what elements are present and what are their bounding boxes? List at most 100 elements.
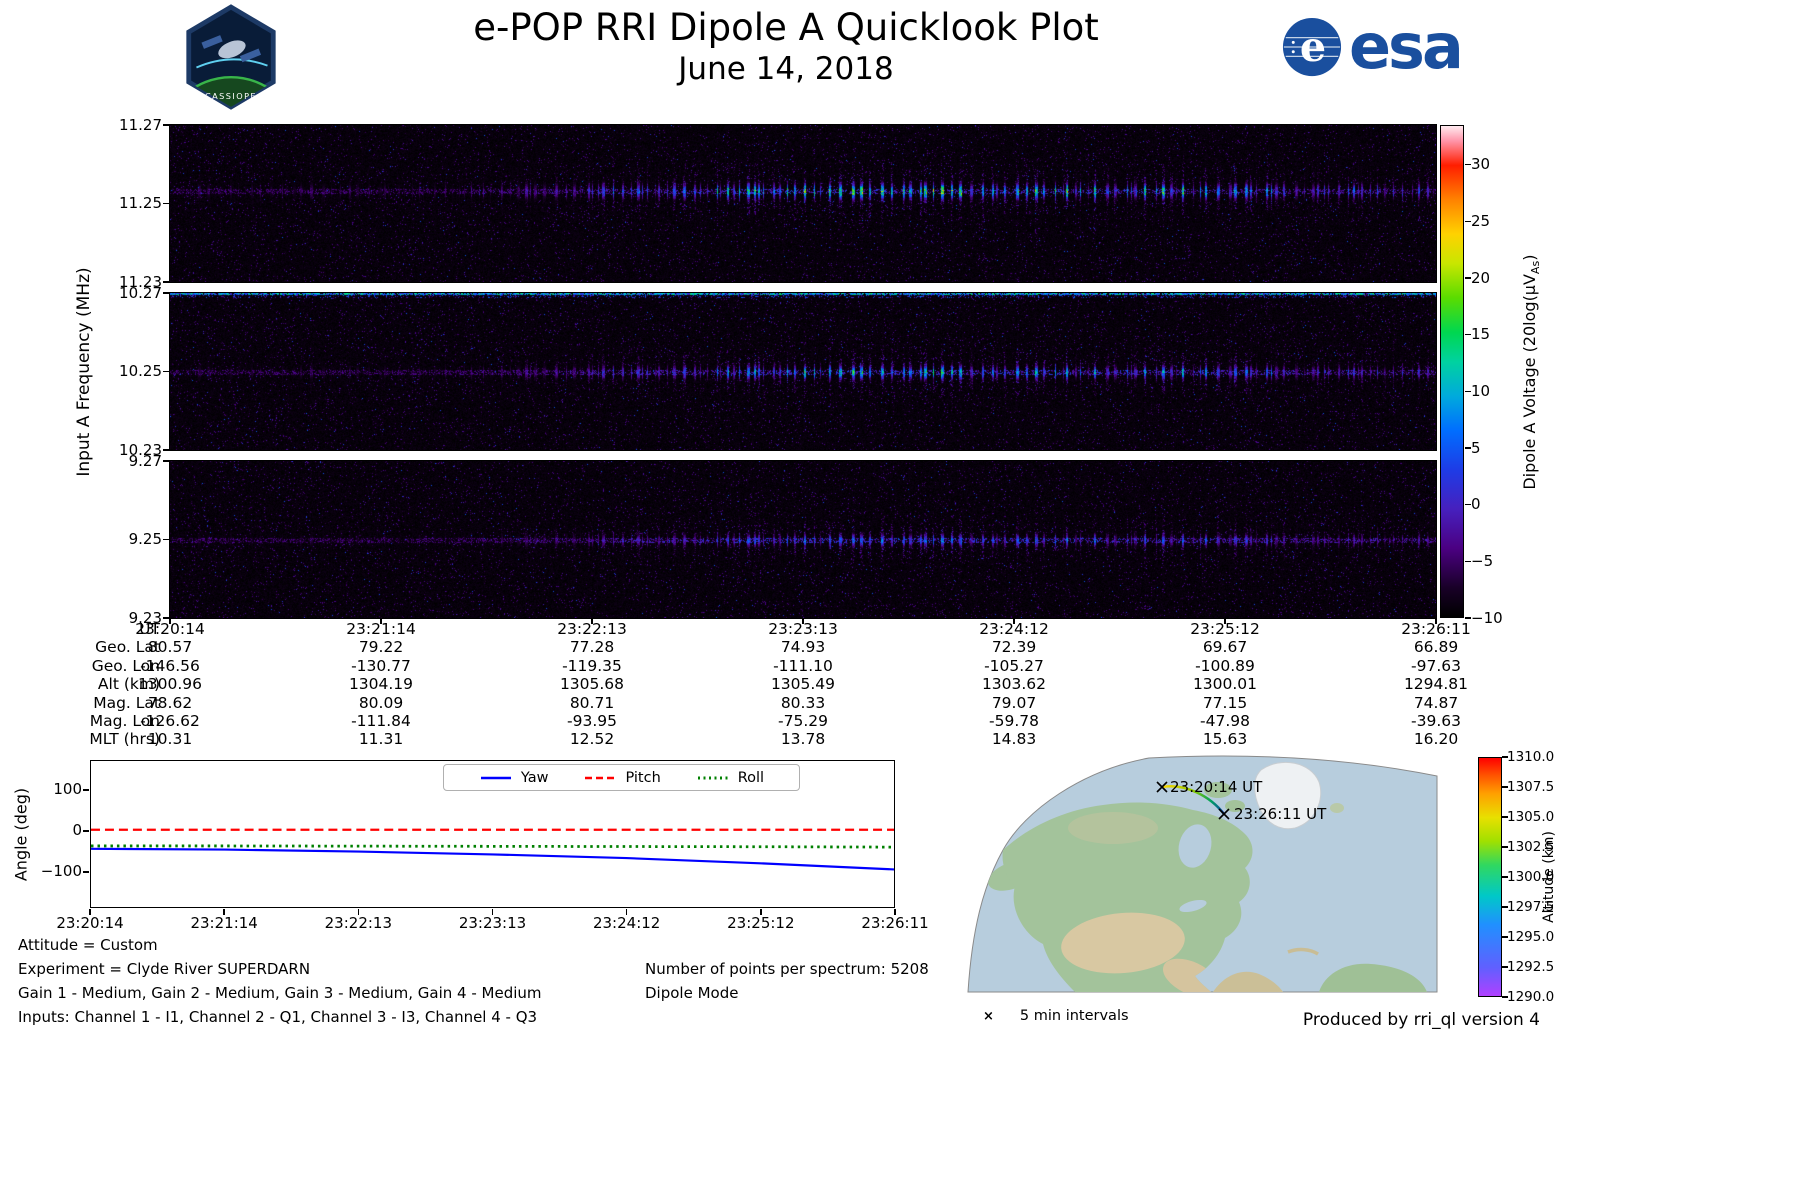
header: e-POP RRI Dipole A Quicklook Plot June 1…	[286, 6, 1286, 87]
ephemeris-value: -59.78	[989, 712, 1039, 730]
colorbar-tick-label: −5	[1471, 551, 1494, 570]
ephemeris-value: -126.62	[140, 712, 200, 730]
altitude-tick-mark	[1502, 816, 1508, 818]
ephemeris-value: -146.56	[140, 656, 200, 675]
frequency-tick-label: 9.23	[128, 608, 162, 627]
hudson-bay	[1178, 824, 1212, 868]
frequency-tick-mark	[163, 460, 169, 462]
attitude-note: Attitude = Custom	[18, 936, 158, 954]
spectrogram-panel-10mhz	[170, 293, 1436, 450]
legend-item-pitch: Pitch	[583, 769, 661, 786]
ephemeris-value: 74.87	[1413, 693, 1459, 712]
angle-time-tick-mark	[625, 909, 628, 915]
ephemeris-value: 80.57	[147, 638, 193, 657]
altitude-tick-mark	[1502, 996, 1508, 998]
time-tick-mark	[169, 618, 171, 624]
ephemeris-value: -111.84	[351, 712, 411, 730]
altitude-tick-label: 1302.5	[1507, 839, 1555, 855]
ephemeris-value: 1300.96	[137, 675, 203, 694]
altitude-tick-mark	[1502, 846, 1508, 848]
frequency-tick-mark	[163, 538, 169, 541]
ephemeris-value: -130.77	[351, 656, 411, 675]
angle-time-tick-mark	[223, 909, 225, 915]
altitude-tick-mark	[1502, 756, 1508, 758]
attitude-line-yaw	[91, 847, 894, 871]
colorbar-tick-label: 30	[1471, 155, 1491, 174]
ephemeris-value: 78.62	[147, 693, 193, 712]
frequency-tick-mark	[163, 449, 169, 451]
frequency-tick-mark	[163, 617, 169, 619]
ephemeris-value: 79.07	[991, 693, 1037, 712]
ephemeris-value: 66.89	[1413, 638, 1459, 657]
altitude-tick-label: 1300.0	[1507, 869, 1555, 885]
time-tick-mark	[1224, 618, 1226, 624]
ephemeris-value: -100.89	[1195, 656, 1255, 675]
ephemeris-value: 23:21:14	[346, 620, 416, 638]
ephemeris-value: -111.10	[773, 656, 833, 675]
ephemeris-value: 1304.19	[348, 675, 414, 694]
ephemeris-value: -47.98	[1200, 712, 1250, 730]
ephemeris-value: 23:22:13	[557, 620, 627, 638]
track-end-x-marker	[1218, 808, 1230, 820]
ephemeris-row-label: MLT (hrs)	[89, 730, 160, 749]
angle-time-tick-label: 23:25:12	[727, 914, 795, 932]
ephemeris-value: 77.15	[1202, 693, 1248, 712]
angle-time-tick-label: 23:20:14	[56, 914, 124, 932]
attitude-plot-canvas	[91, 828, 894, 871]
ephemeris-value: 12.52	[569, 730, 615, 749]
altitude-tick-label: 1307.5	[1507, 779, 1555, 795]
iceland-landmass	[1330, 803, 1344, 813]
colorbar-tick-mark	[1465, 277, 1471, 279]
colorbar-tick-mark	[1465, 560, 1471, 563]
produced-by-note: Produced by rri_ql version 4	[1302, 1010, 1540, 1030]
arctic-island	[1204, 782, 1232, 798]
arctic-island	[1225, 800, 1245, 812]
angle-tick-label: 0	[72, 821, 82, 840]
esa-wordmark: esa	[1349, 10, 1464, 83]
frequency-tick-mark	[163, 370, 169, 373]
great-lakes	[1179, 899, 1207, 913]
interval-marker-icon: ×	[983, 1008, 994, 1024]
ephemeris-value: -97.63	[1411, 656, 1461, 675]
roll-line-icon	[697, 776, 728, 779]
ephemeris-value: 14.83	[991, 730, 1037, 749]
altitude-tick-mark	[1502, 966, 1508, 968]
satellite-icon	[218, 40, 246, 59]
voltage-colorbar-label-sub: As	[1529, 260, 1543, 275]
ephemeris-value: -93.95	[567, 712, 617, 730]
solar-panel-icon	[201, 35, 223, 49]
colorbar-tick-mark	[1465, 447, 1471, 449]
ephemeris-value: 1303.62	[981, 675, 1047, 694]
ephemeris-value: 23:23:13	[768, 620, 838, 638]
south-america-landmass	[1319, 963, 1427, 992]
map-legend: × 5 min intervals	[983, 1008, 1129, 1024]
esa-logo: e esa	[1282, 10, 1464, 83]
ephemeris-value: 80.33	[780, 693, 826, 712]
colorbar-tick-label: 20	[1471, 268, 1491, 287]
ephemeris-value: 23:25:12	[1190, 620, 1260, 638]
angle-tick-mark	[83, 789, 89, 791]
altitude-colorbar	[1478, 757, 1502, 997]
ephemeris-value: 1305.68	[559, 675, 625, 694]
ephemeris-value: 80.71	[569, 693, 615, 712]
altitude-tick-mark	[1502, 906, 1508, 908]
angle-time-tick-mark	[357, 909, 360, 915]
legend-label-pitch: Pitch	[625, 769, 661, 786]
ephemeris-value: 23:24:12	[979, 620, 1049, 638]
ephemeris-row-label: Alt (km)	[97, 675, 160, 694]
time-tick-mark	[1013, 618, 1015, 624]
spectrogram-panel-9mhz	[170, 461, 1436, 618]
altitude-tick-mark	[1502, 786, 1508, 788]
altitude-tick-label: 1292.5	[1507, 959, 1555, 975]
ephemeris-value: 11.31	[358, 730, 404, 749]
angle-time-tick-label: 23:23:13	[458, 914, 527, 932]
ephemeris-value: 13.78	[780, 730, 826, 749]
ephemeris-value: -119.35	[562, 656, 622, 675]
esa-emblem-icon: e	[1282, 17, 1342, 77]
figure-date: June 14, 2018	[678, 51, 894, 87]
altitude-tick-mark	[1502, 936, 1508, 938]
ephemeris-row-label: Geo. Lat	[95, 638, 160, 657]
colorbar-tick-label: 25	[1471, 211, 1491, 230]
frequency-tick-label: 10.27	[119, 283, 162, 302]
frequency-tick-mark	[163, 124, 169, 126]
